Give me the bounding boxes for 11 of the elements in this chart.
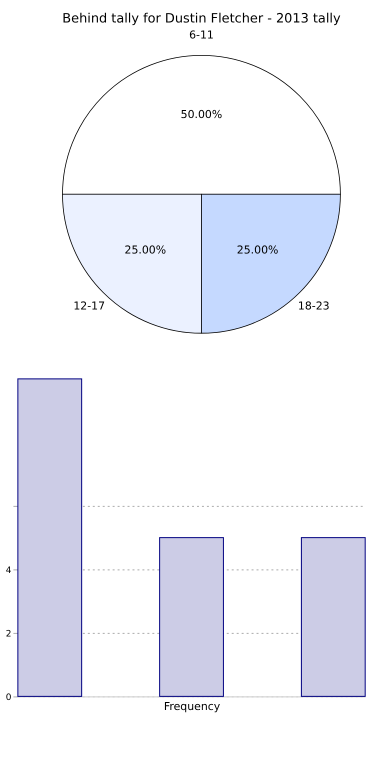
chart-title: Behind tally for Dustin Fletcher - 2013 tally xyxy=(62,12,341,27)
slice-label: 6-11 xyxy=(189,28,214,42)
x-axis-title: Frequency xyxy=(164,700,221,713)
data-label: 50.00% xyxy=(180,108,222,121)
data-label: 25.00% xyxy=(124,243,166,256)
slice-label: 12-17 xyxy=(73,300,106,313)
data-label: 25.00% xyxy=(236,243,278,256)
y-tick-label: 2 xyxy=(6,629,12,640)
y-tick-label: 4 xyxy=(6,566,12,576)
y-tick-label: 0 xyxy=(6,692,12,703)
slice-label: 18-23 xyxy=(298,300,330,313)
